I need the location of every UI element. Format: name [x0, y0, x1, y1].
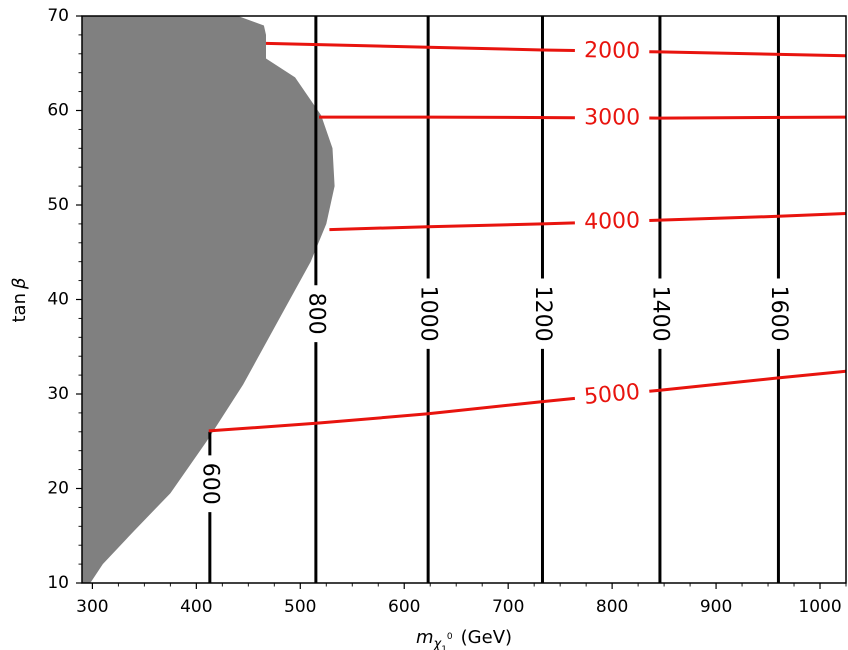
- contour-line-4000: [329, 221, 575, 232]
- x-tick-label: 1000: [798, 597, 841, 617]
- x-tick-label: 400: [180, 597, 212, 617]
- y-tick-label: 70: [47, 6, 69, 26]
- contour-label-5000: 5000: [583, 380, 641, 410]
- x-tick-label: 300: [76, 597, 108, 617]
- contour-label-4000: 4000: [584, 208, 641, 235]
- y-tick-label: 50: [47, 195, 69, 215]
- contour-label-600: 600: [197, 463, 222, 505]
- contour-label-1000: 1000: [416, 286, 441, 342]
- contour-label-1600: 1600: [766, 286, 791, 342]
- contour-line-5000: [649, 369, 846, 393]
- contour-line-5000: [208, 396, 576, 433]
- x-tick-label: 600: [388, 597, 420, 617]
- excluded-region: [82, 16, 335, 583]
- contour-label-800: 800: [303, 293, 328, 335]
- y-axis-title: tanβ: [9, 278, 30, 323]
- x-tick-label: 700: [492, 597, 524, 617]
- x-tick-label: 500: [284, 597, 316, 617]
- contour-label-2000: 2000: [584, 38, 640, 64]
- contour-label-1200: 1200: [530, 286, 555, 342]
- x-tick-label: 900: [700, 597, 732, 617]
- y-tick-label: 10: [47, 573, 69, 593]
- x-tick-label: 800: [596, 597, 628, 617]
- contour-line-3000: [649, 115, 846, 120]
- contour-line-2000: [649, 50, 846, 58]
- y-tick-label: 20: [47, 479, 69, 499]
- contour-label-1400: 1400: [647, 286, 672, 342]
- contour-line-3000: [319, 115, 575, 120]
- y-tick-label: 60: [47, 101, 69, 121]
- contour-label-3000: 3000: [584, 105, 640, 130]
- y-tick-label: 30: [47, 384, 69, 404]
- y-tick-label: 40: [47, 290, 69, 310]
- contour-line-4000: [649, 212, 846, 222]
- contour-line-2000: [265, 41, 575, 52]
- x-axis-title: mχ10 (GeV): [416, 627, 512, 650]
